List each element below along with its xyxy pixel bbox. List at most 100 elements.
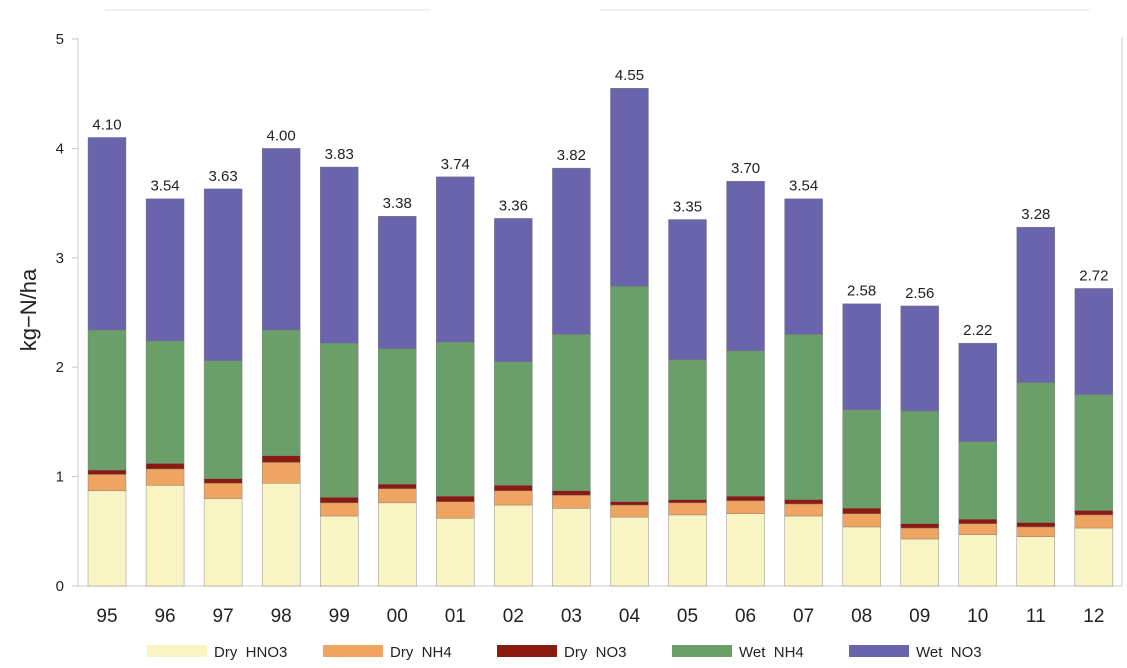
x-tick-label: 01 — [445, 606, 466, 627]
total-label: 4.00 — [267, 127, 296, 144]
bar-segment-11-series-0 — [1016, 536, 1055, 587]
bar-segment-02-series-2 — [494, 485, 533, 492]
legend-swatch — [672, 645, 732, 657]
total-label: 3.70 — [731, 160, 760, 177]
bar-segment-96-series-4 — [145, 198, 185, 342]
x-tick-label: 06 — [735, 606, 756, 627]
legend: Dry HNO3 Dry NH4 Dry NO3 Wet NH4 Wet NO3 — [147, 644, 982, 661]
legend-label: Dry HNO3 — [214, 644, 287, 661]
total-label: 2.56 — [905, 285, 934, 302]
bar-segment-03-series-4 — [552, 167, 591, 335]
bar-segment-02-series-0 — [494, 504, 533, 587]
x-tick-label: 08 — [851, 606, 872, 627]
total-label: 3.54 — [150, 178, 179, 195]
bar-segment-97-series-3 — [203, 360, 243, 479]
bar-segment-09-series-1 — [900, 527, 939, 540]
bar-segment-06-series-1 — [726, 500, 765, 514]
bar-segment-03-series-0 — [552, 508, 591, 587]
bar-segment-95-series-1 — [87, 474, 127, 492]
bar-segment-98-series-0 — [261, 482, 301, 587]
total-label: 3.35 — [673, 199, 702, 216]
bar-segment-06-series-3 — [726, 350, 765, 497]
bar-segment-03-series-1 — [552, 494, 591, 509]
bar-segment-10-series-3 — [958, 441, 997, 520]
legend-swatch — [323, 645, 383, 657]
bar-segment-00-series-2 — [378, 484, 417, 489]
bar-segment-11-series-3 — [1016, 382, 1055, 523]
bar-segment-05-series-3 — [668, 359, 707, 500]
total-label: 2.58 — [847, 283, 876, 300]
bar-segment-96-series-2 — [145, 463, 185, 470]
x-tick-label: 03 — [561, 606, 582, 627]
bar-segment-08-series-0 — [842, 526, 881, 587]
bar-segment-97-series-0 — [203, 498, 243, 587]
bar-segment-12-series-0 — [1074, 527, 1114, 587]
total-label: 4.10 — [92, 116, 121, 133]
x-tick-label: 95 — [96, 606, 117, 627]
y-tick-label: 4 — [56, 140, 64, 157]
bar-segment-07-series-0 — [784, 515, 823, 587]
bar-segment-09-series-2 — [900, 523, 939, 529]
y-tick-label: 0 — [56, 578, 64, 595]
bar-segment-10-series-0 — [958, 534, 997, 587]
bar-segment-96-series-0 — [145, 485, 185, 587]
x-tick-label: 11 — [1026, 606, 1046, 627]
bars — [87, 88, 1114, 587]
bar-segment-95-series-3 — [87, 329, 127, 471]
x-tick-label: 07 — [793, 606, 814, 627]
bar-segment-96-series-1 — [145, 468, 185, 486]
legend-label: Wet NO3 — [916, 644, 982, 661]
bar-segment-05-series-0 — [668, 514, 707, 587]
x-tick-label: 97 — [213, 606, 234, 627]
bar-segment-08-series-2 — [842, 508, 881, 514]
x-tick-label: 99 — [329, 606, 350, 627]
bar-segment-08-series-3 — [842, 409, 881, 509]
y-tick-label: 2 — [56, 359, 64, 376]
total-label: 3.36 — [499, 197, 528, 214]
total-label: 3.54 — [789, 178, 818, 195]
bar-segment-03-series-2 — [552, 490, 591, 496]
bar-segment-98-series-2 — [261, 455, 301, 463]
x-tick-label: 12 — [1083, 606, 1104, 627]
bar-segment-06-series-0 — [726, 513, 765, 587]
bar-segment-12-series-4 — [1074, 288, 1114, 395]
bar-segment-97-series-1 — [203, 482, 243, 499]
bar-segment-12-series-2 — [1074, 510, 1114, 516]
bar-segment-00-series-0 — [378, 502, 417, 587]
bar-segment-12-series-1 — [1074, 514, 1114, 529]
bar-segment-99-series-3 — [320, 342, 359, 498]
bar-segment-01-series-0 — [436, 517, 475, 587]
bar-segment-99-series-4 — [320, 166, 359, 344]
y-tick-label: 3 — [56, 250, 64, 267]
x-tick-label: 96 — [154, 606, 175, 627]
bar-segment-04-series-0 — [610, 516, 649, 587]
x-tick-label: 09 — [909, 606, 930, 627]
bar-segment-10-series-1 — [958, 523, 997, 535]
bar-segment-08-series-4 — [842, 303, 881, 411]
bar-segment-99-series-2 — [320, 497, 359, 504]
bar-segment-11-series-4 — [1016, 226, 1055, 383]
bar-segment-09-series-3 — [900, 410, 939, 524]
bar-segment-12-series-3 — [1074, 394, 1114, 511]
bar-segment-98-series-3 — [261, 329, 301, 457]
bar-segment-07-series-1 — [784, 503, 823, 517]
bar-segment-04-series-4 — [610, 88, 649, 287]
bar-segment-04-series-3 — [610, 286, 649, 502]
total-label: 3.83 — [325, 146, 354, 163]
x-ticks: 95 96 97 98 99 00 01 02 03 04 05 06 07 08 09 10 11 12 — [96, 606, 1104, 627]
total-label: 2.22 — [963, 322, 992, 339]
bar-segment-00-series-1 — [378, 488, 417, 504]
total-label: 3.38 — [383, 195, 412, 212]
bar-segment-95-series-2 — [87, 469, 127, 475]
bar-segment-03-series-3 — [552, 334, 591, 492]
total-label: 3.82 — [557, 147, 586, 164]
x-tick-label: 05 — [677, 606, 698, 627]
y-tick-label: 5 — [56, 31, 64, 48]
legend-label: Dry NH4 — [390, 644, 452, 661]
bar-segment-05-series-1 — [668, 502, 707, 516]
x-tick-label: 00 — [387, 606, 408, 627]
bar-segment-11-series-2 — [1016, 522, 1055, 528]
bar-segment-01-series-3 — [436, 341, 475, 497]
legend-swatch — [147, 645, 207, 657]
